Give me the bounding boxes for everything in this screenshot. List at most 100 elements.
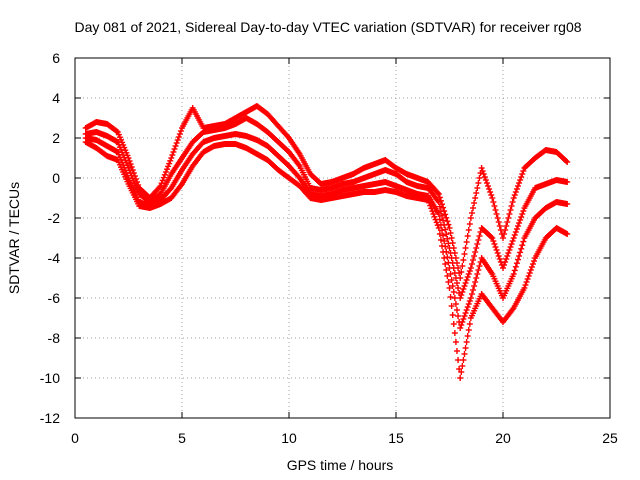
data-point — [466, 321, 473, 327]
data-point — [466, 268, 473, 274]
data-point — [160, 174, 167, 181]
data-point — [511, 232, 518, 238]
y-tick-label: -6 — [48, 290, 61, 306]
data-point — [455, 313, 462, 319]
data-point — [502, 259, 509, 265]
data-point — [461, 283, 468, 289]
data-point — [476, 233, 483, 239]
data-point — [488, 192, 495, 198]
data-point — [439, 227, 446, 234]
data-point — [465, 227, 472, 233]
data-point — [472, 195, 479, 201]
data-point — [471, 283, 478, 289]
data-point — [167, 157, 174, 164]
data-point — [460, 357, 467, 363]
y-tick-label: -2 — [48, 210, 61, 226]
data-point — [468, 261, 475, 267]
data-point — [517, 249, 524, 256]
data-point — [467, 295, 474, 301]
data-point — [446, 265, 453, 271]
data-point — [475, 267, 482, 273]
data-point — [459, 263, 466, 269]
data-point — [162, 169, 169, 175]
data-point — [517, 217, 524, 223]
data-point — [445, 240, 452, 247]
data-point — [461, 351, 468, 357]
data-point — [525, 273, 532, 279]
data-point — [513, 186, 520, 192]
data-point — [472, 279, 479, 285]
data-point — [527, 267, 534, 273]
data-point — [425, 197, 432, 203]
data-point — [443, 214, 450, 221]
data-point — [128, 164, 135, 170]
data-point — [451, 295, 458, 301]
data-point — [434, 222, 441, 229]
data-point — [514, 183, 521, 189]
data-point — [490, 199, 497, 205]
data-point — [514, 256, 521, 263]
x-tick-label: 15 — [388, 430, 404, 446]
data-point — [170, 149, 177, 155]
data-point — [473, 275, 480, 281]
data-point — [449, 312, 456, 318]
data-point — [482, 177, 489, 183]
data-point — [462, 280, 469, 286]
data-point — [161, 171, 168, 178]
data-point — [441, 238, 448, 244]
data-point — [513, 226, 520, 232]
data-point — [430, 211, 437, 217]
data-point — [476, 263, 483, 269]
data-point — [460, 257, 467, 263]
data-point — [433, 219, 440, 226]
data-point — [462, 245, 469, 251]
data-point — [442, 261, 449, 267]
y-tick-label: 2 — [52, 130, 60, 146]
data-point — [452, 301, 459, 307]
series-arc-4 — [82, 139, 571, 381]
data-point — [513, 260, 520, 267]
data-point — [440, 204, 447, 211]
axis-ticks: 0 5 10 15 20 25 -12 -10 -8 -6 -4 -2 0 2 4 6 — [40, 50, 618, 446]
data-point — [501, 231, 508, 237]
data-point — [470, 205, 477, 211]
data-point — [175, 134, 182, 140]
data-point — [440, 217, 447, 224]
data-point — [506, 247, 513, 253]
data-point — [507, 207, 514, 213]
data-point — [464, 274, 471, 280]
data-point — [471, 253, 478, 259]
data-point — [505, 250, 512, 256]
data-point — [468, 291, 475, 297]
data-point — [467, 265, 474, 271]
y-tick-label: -10 — [40, 370, 60, 386]
data-point — [519, 171, 526, 177]
data-point — [564, 231, 571, 237]
data-point — [495, 219, 502, 225]
data-point — [474, 241, 481, 247]
data-point — [126, 158, 133, 164]
data-point — [464, 233, 471, 239]
data-point — [458, 369, 465, 375]
data-point — [459, 319, 466, 325]
data-point — [518, 245, 525, 252]
data-point — [564, 201, 571, 207]
data-point — [453, 348, 460, 354]
data-point — [127, 161, 134, 167]
data-point — [516, 180, 523, 186]
data-point — [465, 301, 472, 307]
data-point — [512, 263, 519, 270]
data-point — [475, 237, 482, 243]
data-point — [564, 179, 571, 185]
data-point — [507, 244, 514, 250]
data-point — [464, 304, 471, 310]
data-point — [458, 269, 465, 275]
data-point — [171, 146, 178, 152]
data-point — [447, 271, 454, 277]
data-point — [470, 287, 477, 293]
data-point — [436, 203, 443, 210]
data-point — [503, 223, 510, 229]
series-arc-3 — [82, 131, 571, 331]
data-point — [166, 160, 173, 167]
